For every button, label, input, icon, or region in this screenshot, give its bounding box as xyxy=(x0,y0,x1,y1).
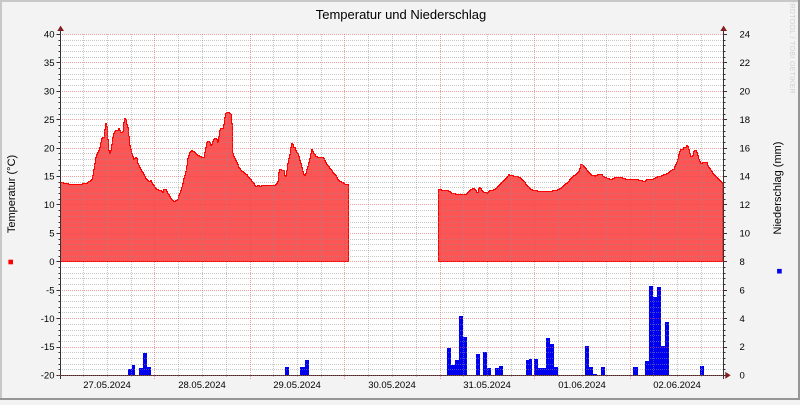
svg-text:14: 14 xyxy=(740,172,751,183)
svg-text:6: 6 xyxy=(740,285,745,296)
svg-text:RRDTOOL / TOBI OETIKER: RRDTOOL / TOBI OETIKER xyxy=(788,0,795,94)
svg-text:22: 22 xyxy=(740,58,751,69)
svg-text:02.06.2024: 02.06.2024 xyxy=(653,380,701,391)
svg-text:0: 0 xyxy=(740,371,745,382)
svg-text:30.05.2024: 30.05.2024 xyxy=(368,380,416,391)
svg-text:20: 20 xyxy=(740,86,751,97)
svg-text:18: 18 xyxy=(740,115,751,126)
svg-text:40: 40 xyxy=(44,30,55,41)
svg-text:12: 12 xyxy=(740,200,751,211)
svg-text:15: 15 xyxy=(44,172,55,183)
svg-text:-15: -15 xyxy=(41,342,55,353)
svg-text:Temperatur und Niederschlag: Temperatur und Niederschlag xyxy=(316,7,487,22)
svg-text:29.05.2024: 29.05.2024 xyxy=(273,380,321,391)
svg-text:-10: -10 xyxy=(41,314,55,325)
svg-text:Niederschlag (mm): Niederschlag (mm) xyxy=(772,142,784,235)
svg-text:01.06.2024: 01.06.2024 xyxy=(558,380,606,391)
svg-text:35: 35 xyxy=(44,58,55,69)
svg-text:16: 16 xyxy=(740,143,751,154)
svg-text:24: 24 xyxy=(740,30,751,41)
svg-text:28.05.2024: 28.05.2024 xyxy=(178,380,226,391)
svg-text:10: 10 xyxy=(44,200,55,211)
svg-text:Temperatur (°C): Temperatur (°C) xyxy=(6,155,18,233)
svg-text:-20: -20 xyxy=(41,371,55,382)
svg-text:30: 30 xyxy=(44,86,55,97)
svg-text:2: 2 xyxy=(740,342,745,353)
svg-text:-5: -5 xyxy=(46,285,54,296)
svg-text:4: 4 xyxy=(740,314,745,325)
svg-text:8: 8 xyxy=(740,257,745,268)
svg-text:20: 20 xyxy=(44,143,55,154)
svg-text:31.05.2024: 31.05.2024 xyxy=(463,380,511,391)
svg-text:25: 25 xyxy=(44,115,55,126)
svg-text:10: 10 xyxy=(740,229,751,240)
svg-text:0: 0 xyxy=(49,257,54,268)
svg-text:5: 5 xyxy=(49,229,54,240)
svg-text:27.05.2024: 27.05.2024 xyxy=(83,380,131,391)
